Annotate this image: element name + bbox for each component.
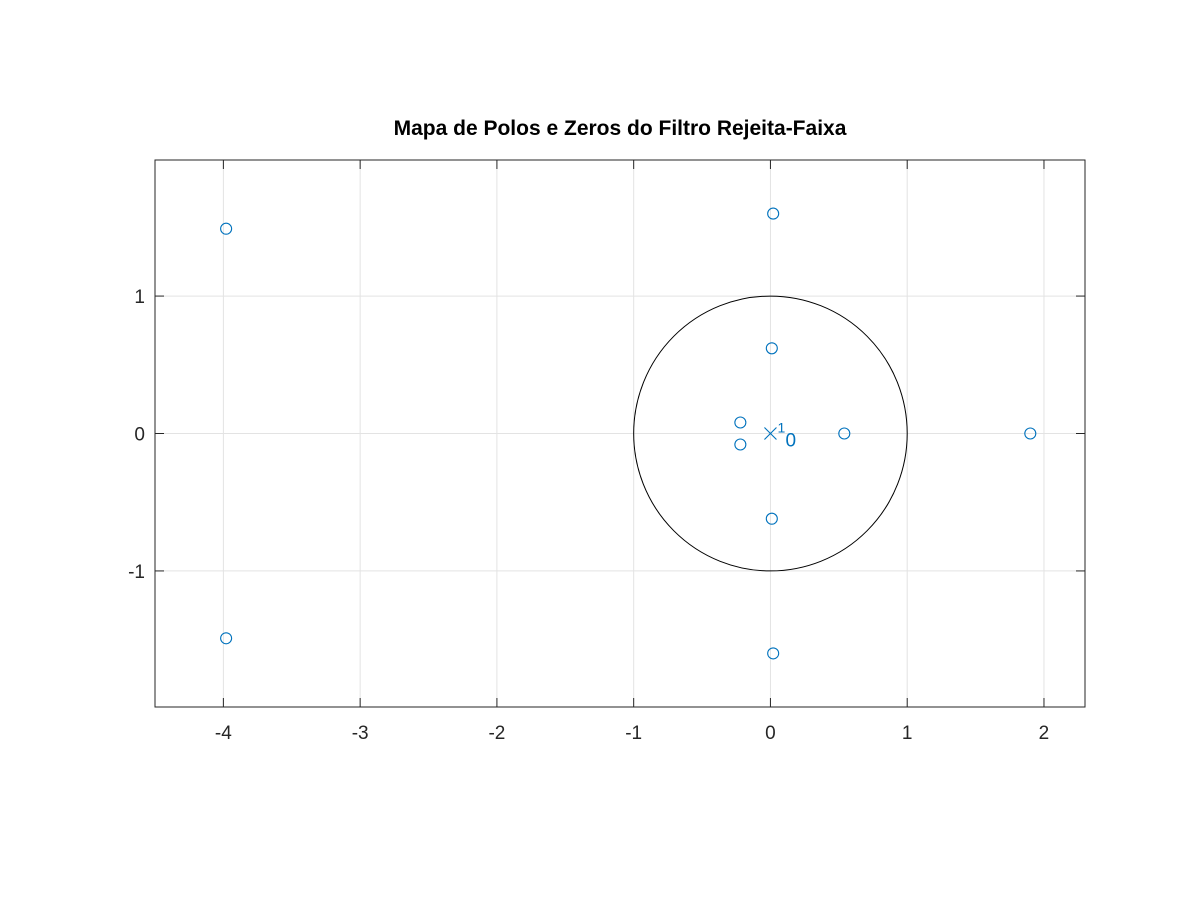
y-tick-label: 1 [134, 287, 145, 308]
y-tick-label: 0 [134, 425, 145, 446]
zero-marker [734, 416, 747, 429]
zero-marker [734, 438, 747, 451]
chart-title: Mapa de Polos e Zeros do Filtro Rejeita-… [394, 117, 847, 140]
zero-marker [767, 207, 780, 220]
zero-marker [1024, 427, 1037, 440]
zero-marker [220, 632, 233, 645]
zero-marker [767, 647, 780, 660]
unit-circle [633, 295, 908, 572]
plot-area: 10 [220, 207, 1037, 660]
grid-lines [155, 160, 1085, 707]
x-tick-label: -2 [488, 723, 505, 744]
x-tick-label: 2 [1039, 723, 1050, 744]
x-tick-label: -1 [625, 723, 642, 744]
zero-marker [220, 222, 233, 235]
pole-marker-stroke [764, 427, 777, 440]
multiplicity-label: 1 [777, 420, 785, 436]
zero-marker [838, 427, 851, 440]
zero-marker [765, 342, 778, 355]
multiplicity-label: 0 [785, 431, 796, 452]
x-tick-label: -4 [215, 723, 232, 744]
y-tick-label: -1 [128, 562, 145, 583]
axes: -4 -3 -2 -1 0 1 2-101 [128, 159, 1086, 744]
pole-marker [764, 427, 777, 440]
x-tick-label: 0 [765, 723, 776, 744]
x-tick-label: -3 [352, 723, 369, 744]
zero-marker [765, 512, 778, 525]
x-tick-label: 1 [902, 723, 913, 744]
